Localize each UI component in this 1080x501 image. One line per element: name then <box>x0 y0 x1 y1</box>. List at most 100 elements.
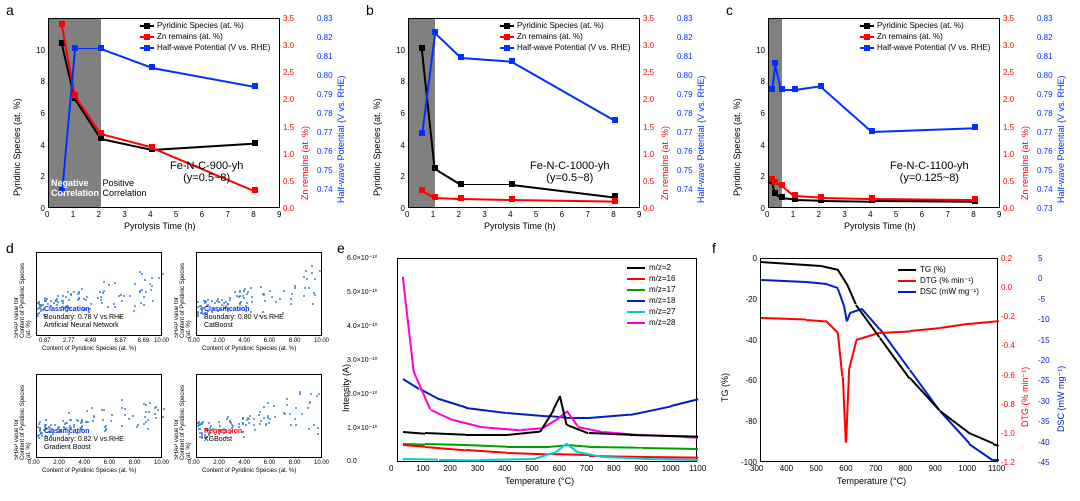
yR1-tick: 3.0 <box>283 41 294 50</box>
yR1-tick: -0.6 <box>1001 371 1015 380</box>
yR1-tick: 0.5 <box>283 177 294 186</box>
yR1-tick: 2.5 <box>643 68 654 77</box>
mini-xtick: 0.87 <box>39 338 51 344</box>
x-tick: 3 <box>122 210 126 219</box>
pos-corr-label: PositiveCorrelation <box>103 178 147 198</box>
yR2-tick: 0.81 <box>317 52 333 61</box>
mini-xtick: 6.00 <box>264 338 276 344</box>
marker <box>772 60 778 66</box>
x-tick: 7 <box>585 210 589 219</box>
x-tick: 4 <box>508 210 512 219</box>
mini-ylabel: SHAP value forContent of Pyridinic Speci… <box>174 254 192 338</box>
yR1-tick: 3.0 <box>643 41 654 50</box>
marker <box>458 54 464 60</box>
yL-tick: 4 <box>41 141 45 150</box>
yR1-axis-label: Zn remains (at. %) <box>1020 40 1030 200</box>
x-tick: 600 <box>839 464 852 473</box>
legend: m/z=2m/z=16m/z=17m/z=18m/z=27m/z=28 <box>627 262 675 328</box>
yL-tick: 6 <box>41 109 45 118</box>
x-tick: 5 <box>534 210 538 219</box>
mini-xlabel: Content of Pyridinic Species (at. %) <box>202 346 296 352</box>
marker <box>419 130 425 136</box>
yL-tick: -60 <box>745 376 757 385</box>
legend: Pyridinic Species (at. %)Zn remains (at.… <box>140 20 270 53</box>
marker <box>772 179 778 185</box>
yR2-tick: 0.79 <box>1037 90 1053 99</box>
series-title: Fe-N-C-1000-yh(y=0.5~8) <box>530 160 609 184</box>
marker <box>779 182 785 188</box>
yR1-tick: 0.0 <box>1003 204 1014 213</box>
x-tick: 5 <box>174 210 178 219</box>
yL-axis-label: Pyridinic Species (at. %) <box>12 36 22 196</box>
series-title: Fe-N-C-900-yh(y=0.5~8) <box>170 160 243 184</box>
x-tick: 0 <box>45 210 49 219</box>
yR1-tick: 1.0 <box>283 150 294 159</box>
mini-xtick: 8.00 <box>289 460 301 466</box>
yR1-tick: 0.5 <box>643 177 654 186</box>
yR1-tick: 1.5 <box>643 123 654 132</box>
yR2-tick: 0.83 <box>1037 14 1053 23</box>
yR2-tick: 0.81 <box>677 52 693 61</box>
marker <box>509 196 515 202</box>
yR2-tick: 0.76 <box>317 147 333 156</box>
yR2-axis-label: Half-wave Potential (V vs. RHE) <box>696 28 706 203</box>
yR2-tick: -5 <box>1038 295 1045 304</box>
panel-letter: c <box>726 2 733 18</box>
x-tick: 500 <box>810 464 823 473</box>
yL-tick: 2 <box>761 172 765 181</box>
marker <box>612 117 618 123</box>
marker <box>818 83 824 89</box>
x-tick: 4 <box>868 210 872 219</box>
y-tick: 6.0×10⁻¹⁰ <box>347 254 377 262</box>
mini-xtick: 10.00 <box>154 338 169 344</box>
marker <box>509 58 515 64</box>
x-tick: 3 <box>842 210 846 219</box>
x-tick: 400 <box>498 464 511 473</box>
yR1-axis-label: Zn remains (at. %) <box>660 40 670 200</box>
mini-xtick: 8.69 <box>137 338 149 344</box>
marker <box>972 196 978 202</box>
mini-xtick: 10.00 <box>314 460 329 466</box>
mini-xtick: 10.00 <box>154 460 169 466</box>
x-tick: 600 <box>553 464 566 473</box>
yR1-tick: -0.8 <box>1001 400 1015 409</box>
x-tick: 900 <box>929 464 942 473</box>
mini-xlabel: Content of Pyridinic Species (at. %) <box>42 346 136 352</box>
y-tick: 4.0×10⁻¹⁰ <box>347 322 377 330</box>
mini-xtick: 2.77 <box>63 338 75 344</box>
x-tick: 300 <box>471 464 484 473</box>
y-tick: 5.0×10⁻¹⁰ <box>347 288 377 296</box>
mini-xlabel: Content of Pyridinic Species (at. %) <box>42 468 136 474</box>
yR1-tick: -1.0 <box>1001 429 1015 438</box>
x-tick: 800 <box>607 464 620 473</box>
yR1-tick: 2.0 <box>1003 95 1014 104</box>
marker <box>818 194 824 200</box>
yR1-tick: -1.2 <box>1001 458 1015 467</box>
yR2-tick: 0.77 <box>677 128 693 137</box>
mini-xtick: 4.00 <box>78 460 90 466</box>
yR2-axis-label: Half-wave Potential (V vs. RHE) <box>1056 28 1066 203</box>
marker <box>419 45 425 51</box>
series-title: Fe-N-C-1100-yh(y=0.125~8) <box>890 160 969 184</box>
shap-mini-plot <box>196 374 322 458</box>
x-tick: 0 <box>405 210 409 219</box>
yR2-tick: 0.74 <box>317 185 333 194</box>
mini-xtick: 4.00 <box>238 460 250 466</box>
marker <box>509 181 515 187</box>
marker <box>779 86 785 92</box>
yL-tick: 10 <box>756 46 765 55</box>
yR2-tick: 5 <box>1038 254 1042 263</box>
yR2-tick: -35 <box>1038 417 1050 426</box>
x-tick: 1 <box>71 210 75 219</box>
x-tick: 6 <box>920 210 924 219</box>
mini-xtick: 2.00 <box>213 460 225 466</box>
yR1-tick: 3.5 <box>643 14 654 23</box>
yL-tick: 6 <box>761 109 765 118</box>
yL-tick: 0 <box>41 204 45 213</box>
marker <box>98 45 104 51</box>
mini-xtick: 4.49 <box>85 338 97 344</box>
marker <box>72 92 78 98</box>
yR1-axis-label: DTG (% min⁻¹) <box>1020 303 1030 427</box>
yL-tick: 4 <box>761 141 765 150</box>
yL-tick: 2 <box>41 172 45 181</box>
